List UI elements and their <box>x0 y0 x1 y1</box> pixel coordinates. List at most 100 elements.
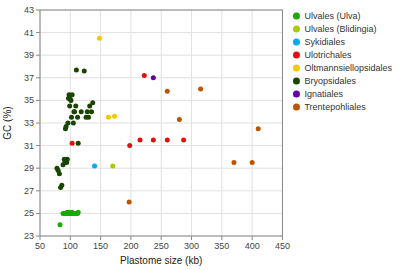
tick-label: 37 <box>24 73 34 83</box>
tick-mark <box>36 55 40 56</box>
point <box>110 163 115 168</box>
tick-label: 150 <box>93 241 108 251</box>
point <box>75 115 80 120</box>
point <box>198 87 203 92</box>
point <box>58 222 63 227</box>
tick-mark <box>191 236 192 240</box>
series <box>127 87 261 205</box>
legend-item: Ulvales (Blidingia) <box>293 24 377 34</box>
legend-item: Ulvales (Ulva) <box>293 11 361 21</box>
tick-label: 33 <box>24 118 34 128</box>
tick-mark <box>161 236 162 240</box>
legend-label: Ignatiales <box>304 89 343 99</box>
legend-item: Ulotrichales <box>293 50 352 60</box>
point <box>250 160 255 165</box>
tick-mark <box>40 236 41 240</box>
tick-label: 27 <box>24 186 34 196</box>
point <box>177 117 182 122</box>
series <box>151 75 156 80</box>
tick-label: 300 <box>184 241 199 251</box>
point <box>79 109 84 114</box>
chart: 5010015020025030035040045023252729313335… <box>0 0 400 270</box>
tick-mark <box>36 100 40 101</box>
point <box>165 137 170 142</box>
legend-swatch <box>293 78 300 85</box>
point <box>127 143 132 148</box>
y-axis-label: GC (%) <box>2 106 13 139</box>
tick-label: 35 <box>24 95 34 105</box>
tick-label: 350 <box>214 241 229 251</box>
point <box>72 109 77 114</box>
tick-mark <box>36 145 40 146</box>
tick-label: 400 <box>245 241 260 251</box>
point <box>59 183 64 188</box>
tick-mark <box>252 236 253 240</box>
legend-item: Trentepohliales <box>293 102 366 112</box>
legend: Ulvales (Ulva) Ulvales (Blidingia) Sykidia… <box>293 11 393 112</box>
tick-mark <box>36 213 40 214</box>
legend-swatch <box>293 65 300 72</box>
grid <box>40 10 282 236</box>
grid-line <box>40 190 282 191</box>
axes: 5010015020025030035040045023252729313335… <box>24 5 290 251</box>
grid-line <box>40 55 282 56</box>
legend-label: Sykidiales <box>304 37 345 47</box>
tick-mark <box>282 236 283 240</box>
point <box>65 121 70 126</box>
tick-mark <box>130 236 131 240</box>
tick-mark <box>36 10 40 11</box>
series <box>92 163 97 168</box>
point <box>127 200 132 205</box>
point <box>151 75 156 80</box>
point <box>138 137 143 142</box>
tick-label: 41 <box>24 28 34 38</box>
legend-swatch <box>293 13 300 20</box>
tick-mark <box>36 32 40 33</box>
tick-label: 450 <box>275 241 290 251</box>
tick-label: 50 <box>35 241 45 251</box>
point <box>165 89 170 94</box>
legend-swatch <box>293 39 300 46</box>
tick-label: 100 <box>63 241 78 251</box>
tick-label: 43 <box>24 5 34 15</box>
point <box>67 104 72 109</box>
tick-label: 39 <box>24 50 34 60</box>
tick-mark <box>36 236 40 237</box>
legend-label: Ulvales (Blidingia) <box>304 24 376 34</box>
tick-mark <box>100 236 101 240</box>
legend-swatch <box>293 91 300 98</box>
grid-line <box>40 32 282 33</box>
tick-label: 31 <box>24 141 34 151</box>
point <box>70 141 75 146</box>
point <box>76 141 81 146</box>
point <box>68 98 73 103</box>
series <box>70 73 187 148</box>
point <box>71 109 76 114</box>
tick-mark <box>36 190 40 191</box>
point <box>142 73 147 78</box>
legend-item: Ignatiales <box>293 89 344 99</box>
tick-mark <box>36 77 40 78</box>
point <box>57 171 62 176</box>
point <box>151 137 156 142</box>
series <box>58 210 81 227</box>
grid-line <box>40 145 282 146</box>
plot-frame <box>40 10 282 236</box>
legend-swatch <box>293 104 300 111</box>
x-axis-label: Plastome size (kb) <box>120 255 202 266</box>
point <box>70 92 75 97</box>
tick-label: 200 <box>123 241 138 251</box>
grid-line <box>40 100 282 101</box>
tick-mark <box>36 123 40 124</box>
point <box>69 115 74 120</box>
legend-swatch <box>293 52 300 59</box>
series <box>54 67 95 190</box>
point <box>76 210 81 215</box>
grid-line <box>40 123 282 124</box>
point <box>97 36 102 41</box>
point <box>82 69 87 74</box>
legend-label: Ulvales (Ulva) <box>304 11 360 21</box>
tick-mark <box>221 236 222 240</box>
tick-label: 29 <box>24 163 34 173</box>
point <box>92 163 97 168</box>
